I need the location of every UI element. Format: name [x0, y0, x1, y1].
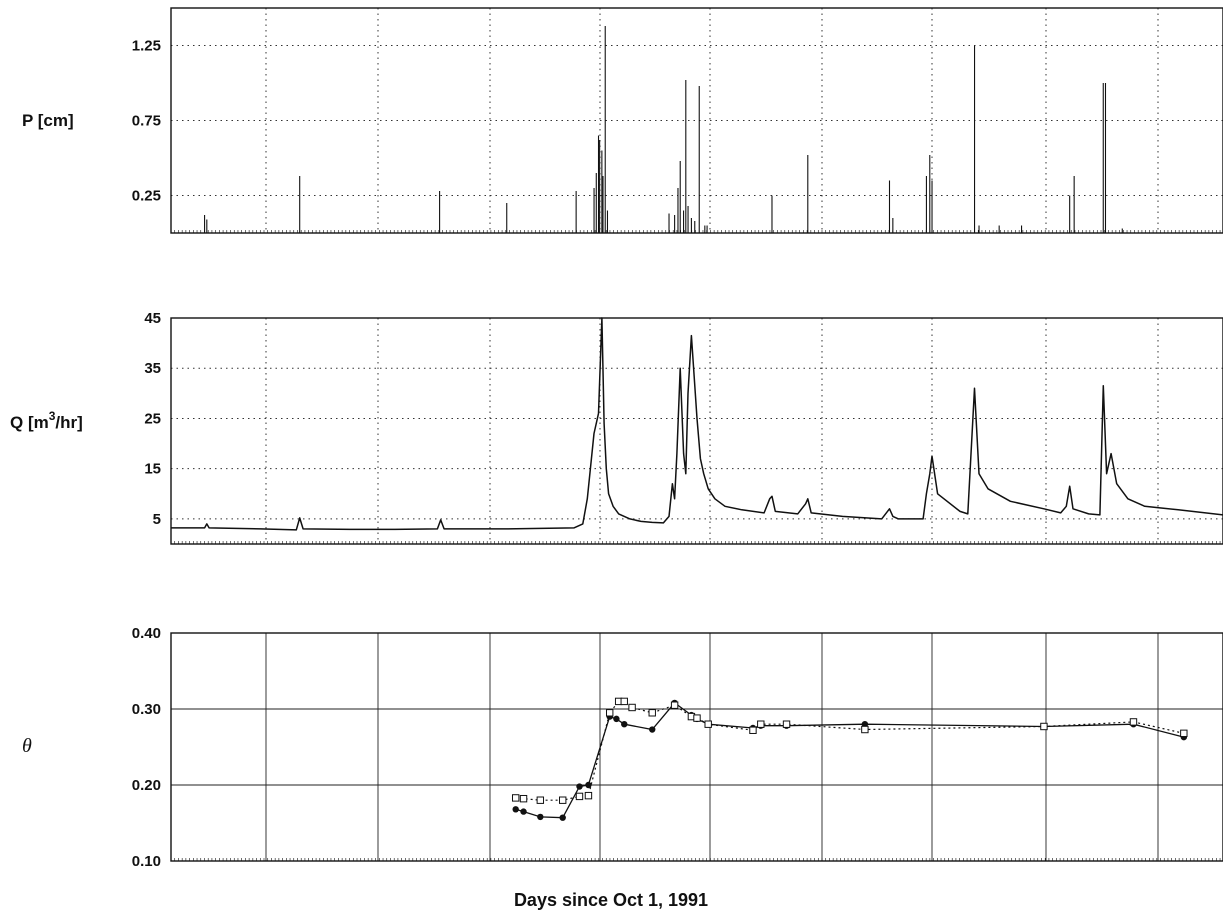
- filled-circle-point: [621, 721, 628, 728]
- soil-moisture-panel: 0.40 0.30 0.20 0.10 θ: [22, 625, 1223, 870]
- y-tick-label: 0.40: [132, 625, 161, 642]
- y-tick-label: 0.25: [132, 188, 161, 205]
- open-square-point: [575, 792, 584, 801]
- open-square-point: [628, 703, 636, 712]
- filled-circle-point: [649, 726, 656, 733]
- discharge-y-ticks: 45 35 25 15 5: [144, 310, 1221, 544]
- open-square-point: [536, 796, 545, 804]
- discharge-ylabel: Q [m3/hr]: [10, 409, 83, 432]
- filled-circle-point: [537, 813, 544, 821]
- y-tick-label: 0.75: [132, 113, 161, 130]
- open-square-point: [757, 720, 765, 728]
- y-tick-label: 0.20: [132, 777, 161, 794]
- open-square-point: [693, 714, 701, 722]
- filled-circle-point: [512, 806, 519, 813]
- open-square-point: [1129, 718, 1138, 726]
- discharge-ylabel-tail: /hr]: [55, 413, 82, 432]
- discharge-grid: [171, 318, 1223, 544]
- filled-circle-point: [520, 808, 527, 815]
- y-tick-label: 45: [144, 310, 161, 327]
- discharge-ylabel-sup: 3: [49, 409, 56, 423]
- open-square-point: [648, 709, 656, 717]
- filled-circle-point: [613, 715, 620, 723]
- precipitation-ylabel: P [cm]: [22, 111, 74, 130]
- open-square-point: [584, 791, 593, 800]
- y-tick-label: 15: [144, 461, 161, 478]
- y-tick-label: 0.10: [132, 853, 161, 870]
- filled-circle-point: [559, 814, 566, 821]
- precipitation-panel: 1.25 0.75 0.25 P [cm]: [22, 7, 1223, 234]
- soil-moisture-y-ticks: 0.40 0.30 0.20 0.10: [132, 625, 1221, 870]
- open-square-point: [749, 726, 757, 734]
- y-tick-label: 25: [144, 410, 161, 427]
- soil-moisture-grid: [171, 633, 1223, 861]
- precipitation-axes-frame: [170, 7, 1223, 234]
- open-square-point: [861, 725, 869, 734]
- open-square-point: [511, 794, 520, 802]
- open-series-line: [515, 700, 1184, 801]
- discharge-line: [171, 317, 1223, 531]
- y-tick-label: 5: [153, 511, 161, 528]
- soil-moisture-axes-frame: [170, 632, 1223, 862]
- open-square-point: [620, 697, 628, 706]
- y-tick-label: 1.25: [132, 38, 161, 55]
- open-square-point: [1180, 729, 1188, 738]
- soil-moisture-series: [511, 697, 1188, 821]
- discharge-panel: 45 35 25 15 5 Q [m3/hr]: [10, 310, 1223, 545]
- open-square-point: [519, 794, 528, 803]
- y-tick-label: 35: [144, 360, 161, 377]
- open-square-point: [670, 701, 679, 709]
- precipitation-bars: [204, 26, 1123, 233]
- discharge-axes-frame: [170, 317, 1223, 545]
- soil-moisture-ylabel: θ: [22, 735, 32, 757]
- open-square-point: [606, 709, 614, 717]
- open-square-point: [704, 720, 712, 728]
- open-square-point: [1040, 722, 1048, 731]
- precipitation-grid: [171, 8, 1223, 233]
- x-axis-label: Days since Oct 1, 1991: [514, 890, 708, 910]
- filled-circle-point: [861, 721, 869, 728]
- open-square-point: [559, 796, 567, 804]
- open-square-point: [782, 720, 791, 728]
- filled-circle-point: [576, 783, 583, 790]
- y-tick-label: 0.30: [132, 701, 161, 718]
- precipitation-y-ticks: 1.25 0.75 0.25: [132, 38, 1221, 233]
- filled-circle-point: [585, 781, 592, 789]
- discharge-ylabel-base: Q [m: [10, 413, 49, 432]
